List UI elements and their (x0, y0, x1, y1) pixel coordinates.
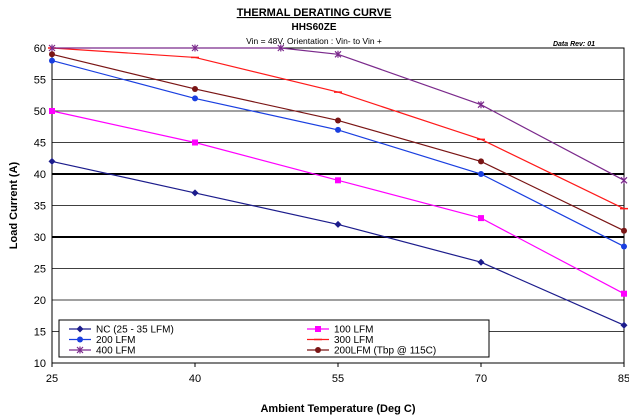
y-tick-label: 25 (34, 264, 46, 276)
data-point (477, 258, 485, 266)
data-point (277, 44, 285, 52)
data-point (192, 139, 198, 146)
y-axis-label: Load Current (A) (8, 161, 20, 249)
y-tick-label: 45 (34, 138, 46, 150)
data-point (192, 95, 198, 102)
legend-entry: 200LFM (Tbp @ 115C) (307, 346, 436, 357)
y-tick-label: 40 (34, 169, 46, 181)
x-tick-label: 55 (332, 373, 344, 385)
chart-subtitle: HHS60ZE (291, 22, 336, 33)
data-point (49, 108, 55, 114)
legend-entry: NC (25 - 35 LFM) (69, 325, 174, 336)
legend-entry: 400 LFM (69, 346, 135, 357)
legend-label: 100 LFM (334, 325, 373, 336)
data-point (48, 44, 56, 52)
legend-box (58, 319, 490, 358)
data-point (478, 158, 484, 165)
chart-note: Vin = 48V, Orientation : Vin- to Vin + (246, 36, 382, 46)
legend-label: 200LFM (Tbp @ 115C) (334, 346, 436, 357)
data-point (191, 44, 199, 52)
data-point (335, 126, 341, 133)
y-tick-label: 55 (34, 75, 46, 87)
data-point (621, 243, 627, 250)
x-axis-label: Ambient Temperature (Deg C) (260, 403, 415, 415)
chart-title: THERMAL DERATING CURVE (237, 7, 392, 19)
data-point (48, 157, 56, 165)
legend-entry: 200 LFM (69, 335, 135, 346)
data-point (335, 177, 341, 184)
data-rev-label: Data Rev: 01 (553, 41, 595, 48)
legend-label: 400 LFM (96, 346, 135, 357)
legend-label: 200 LFM (96, 335, 135, 346)
y-tick-label: 10 (34, 358, 46, 370)
x-tick-label: 70 (475, 373, 487, 385)
legend-swatch-marker (77, 336, 83, 343)
data-point (49, 57, 55, 64)
y-tick-label: 35 (34, 201, 46, 213)
data-point (335, 117, 341, 124)
series-2 (49, 108, 627, 297)
y-tick-label: 20 (34, 295, 46, 307)
data-point (334, 50, 342, 58)
legend-label: 300 LFM (334, 335, 373, 346)
data-point (477, 101, 485, 109)
x-tick-label: 85 (618, 373, 629, 385)
series-5 (48, 44, 628, 184)
series-line (51, 60, 625, 247)
legend: NC (25 - 35 LFM) 100 LFM 200 LFM 300 LFM 400… (58, 319, 490, 358)
data-point (620, 176, 628, 184)
x-tick-label: 40 (189, 373, 201, 385)
y-tick-label: 50 (34, 106, 46, 118)
data-point (621, 290, 627, 297)
series-layer (48, 44, 628, 329)
series-line (51, 160, 625, 326)
data-point (334, 220, 342, 228)
series-3 (49, 57, 627, 250)
data-point (192, 85, 198, 92)
data-point (49, 51, 55, 58)
y-tick-label: 30 (34, 232, 46, 244)
legend-swatch-marker (315, 347, 321, 353)
series-6 (49, 51, 627, 234)
legend-entry: 300 LFM (307, 335, 373, 346)
series-line (52, 47, 625, 181)
y-tick-label: 60 (34, 43, 46, 55)
y-tick-labels: 10 15 20 25 30 35 40 45 50 55 60 (34, 43, 46, 370)
data-point (478, 171, 484, 177)
legend-swatch-marker (76, 325, 84, 333)
y-tick-label: 15 (34, 327, 46, 339)
legend-swatch-marker (76, 346, 84, 354)
legend-swatch-marker (315, 326, 321, 332)
data-point (620, 321, 628, 329)
legend-entry: 100 LFM (307, 325, 373, 336)
series-1 (48, 157, 628, 329)
legend-label: NC (25 - 35 LFM) (96, 325, 174, 336)
x-tick-labels: 25 40 55 70 85 (46, 363, 629, 385)
data-point (621, 227, 627, 234)
data-point (191, 189, 199, 197)
x-tick-label: 25 (46, 373, 58, 385)
grid-lines (52, 47, 624, 364)
data-point (478, 215, 484, 222)
